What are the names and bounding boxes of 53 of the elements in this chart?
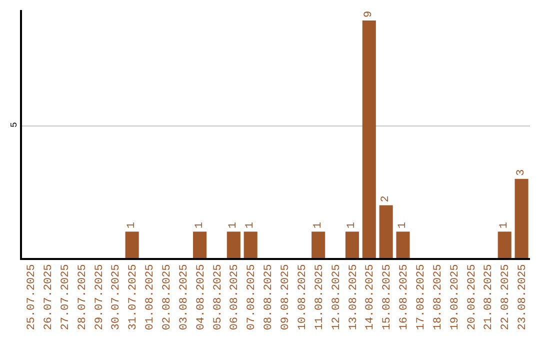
data-label: 1 bbox=[312, 222, 324, 229]
data-label: 1 bbox=[228, 222, 240, 229]
bar bbox=[362, 20, 376, 258]
x-tick-label: 12.08.2025 bbox=[330, 264, 343, 330]
bar bbox=[125, 232, 139, 258]
x-tick-label: 05.08.2025 bbox=[212, 264, 224, 330]
bar bbox=[193, 232, 207, 258]
x-tick-label: 28.07.2025 bbox=[76, 264, 89, 330]
x-tick-label: 04.08.2025 bbox=[195, 264, 208, 330]
x-tick-label: 03.08.2025 bbox=[178, 264, 190, 330]
x-tick-label: 27.07.2025 bbox=[60, 264, 72, 330]
data-label: 3 bbox=[516, 169, 528, 176]
bar bbox=[396, 232, 410, 258]
x-tick-label: 16.08.2025 bbox=[398, 264, 411, 330]
x-tick-label: 23.08.2025 bbox=[517, 264, 530, 330]
bar bbox=[514, 178, 528, 258]
x-tick-label: 19.08.2025 bbox=[449, 264, 462, 330]
x-tick-label: 17.08.2025 bbox=[416, 264, 428, 330]
x-tick-label: 02.08.2025 bbox=[162, 264, 174, 330]
bar bbox=[312, 232, 326, 258]
x-tick-label: 29.07.2025 bbox=[94, 264, 106, 330]
data-label: 9 bbox=[363, 10, 376, 18]
bar bbox=[345, 232, 359, 258]
bar bbox=[244, 232, 258, 258]
data-label: 1 bbox=[498, 222, 511, 229]
bar bbox=[226, 232, 240, 258]
x-tick-label: 06.08.2025 bbox=[229, 264, 242, 330]
data-label: 1 bbox=[397, 222, 409, 229]
data-label: 1 bbox=[194, 222, 206, 229]
data-label: 1 bbox=[244, 222, 257, 229]
x-tick-label: 20.08.2025 bbox=[466, 264, 478, 330]
x-tick-label: 21.08.2025 bbox=[483, 264, 496, 330]
data-label: 1 bbox=[346, 222, 358, 229]
x-tick-label: 25.07.2025 bbox=[26, 264, 38, 330]
x-tick-label: 14.08.2025 bbox=[364, 264, 377, 330]
x-tick-label: 07.08.2025 bbox=[246, 264, 258, 330]
bar bbox=[379, 205, 393, 258]
x-tick-label: 31.07.2025 bbox=[128, 264, 140, 330]
data-label: 2 bbox=[380, 196, 392, 202]
x-tick-label: 08.08.2025 bbox=[263, 264, 276, 330]
x-tick-label: 26.07.2025 bbox=[42, 264, 55, 330]
x-tick-label: 30.07.2025 bbox=[110, 264, 123, 330]
y-tick-label: 5 bbox=[10, 122, 20, 128]
x-tick-label: 10.08.2025 bbox=[296, 264, 309, 330]
x-tick-label: 22.08.2025 bbox=[500, 264, 512, 330]
bar bbox=[498, 232, 512, 258]
data-label: 1 bbox=[126, 222, 138, 229]
x-tick-label: 13.08.2025 bbox=[348, 264, 360, 330]
x-tick-label: 09.08.2025 bbox=[280, 264, 292, 330]
x-tick-label: 11.08.2025 bbox=[314, 264, 326, 330]
x-tick-label: 15.08.2025 bbox=[382, 264, 394, 330]
x-tick-label: 18.08.2025 bbox=[432, 264, 444, 330]
x-tick-label: 01.08.2025 bbox=[144, 264, 157, 330]
